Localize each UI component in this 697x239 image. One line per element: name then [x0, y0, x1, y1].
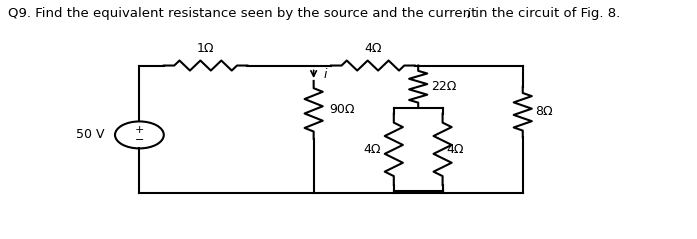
Text: in the circuit of Fig. 8.: in the circuit of Fig. 8. [471, 7, 620, 20]
Text: 4Ω: 4Ω [364, 143, 381, 156]
Text: 90Ω: 90Ω [329, 103, 355, 116]
Text: Q9. Find the equivalent resistance seen by the source and the current: Q9. Find the equivalent resistance seen … [8, 7, 481, 20]
Text: 50 V: 50 V [76, 128, 105, 141]
Text: +: + [135, 125, 144, 135]
Text: 22Ω: 22Ω [431, 80, 456, 93]
Text: 1Ω: 1Ω [197, 42, 215, 55]
Text: 4Ω: 4Ω [364, 42, 382, 55]
Text: 8Ω: 8Ω [535, 105, 553, 118]
Text: −: − [135, 135, 144, 145]
Text: $i$: $i$ [466, 7, 471, 21]
Text: 4Ω: 4Ω [446, 143, 464, 156]
Text: $i$: $i$ [323, 67, 328, 81]
